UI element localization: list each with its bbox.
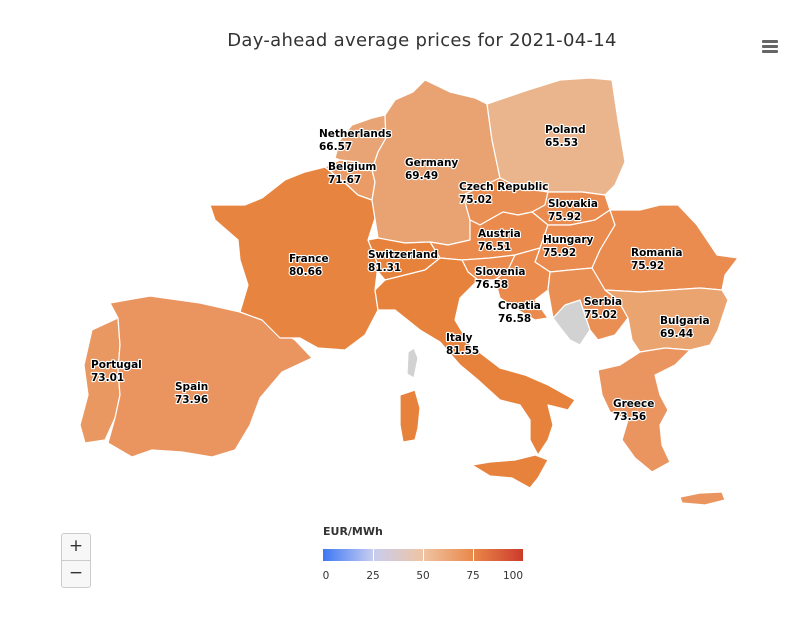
label-belgium-name: Belgium: [328, 161, 376, 173]
label-austria-name: Austria: [478, 228, 521, 240]
label-spain-value: 73.96: [175, 394, 208, 406]
country-greece-crete[interactable]: [679, 491, 726, 506]
label-hungary-value: 75.92: [543, 247, 576, 259]
label-slovenia-value: 76.58: [475, 279, 508, 291]
label-austria-value: 76.51: [478, 241, 511, 253]
country-greece[interactable]: [597, 347, 691, 473]
label-poland-name: Poland: [545, 124, 586, 136]
label-italy-name: Italy: [446, 332, 473, 344]
legend-tick-label: 25: [366, 570, 380, 582]
label-slovakia-name: Slovakia: [548, 198, 598, 210]
legend-tick-mark: [473, 549, 474, 561]
label-france-value: 80.66: [289, 266, 322, 278]
legend-title: EUR/MWh: [323, 525, 383, 538]
label-slovakia-value: 75.92: [548, 211, 581, 223]
country-italy[interactable]: [374, 257, 576, 456]
label-netherlands-value: 66.57: [319, 141, 352, 153]
label-italy-value: 81.55: [446, 345, 479, 357]
country-italy-sardinia[interactable]: [399, 389, 421, 443]
label-greece-name: Greece: [613, 398, 654, 410]
zoom-in-button[interactable]: +: [61, 533, 91, 561]
label-czech-republic-value: 75.02: [459, 194, 492, 206]
label-croatia-name: Croatia: [498, 300, 541, 312]
label-portugal-value: 73.01: [91, 372, 124, 384]
label-bulgaria-value: 69.44: [660, 328, 693, 340]
hamburger-menu-icon[interactable]: [758, 36, 782, 58]
legend-tick-label: 50: [416, 570, 430, 582]
label-romania-name: Romania: [631, 247, 683, 259]
label-portugal-name: Portugal: [91, 359, 142, 371]
label-poland-value: 65.53: [545, 137, 578, 149]
label-bulgaria-name: Bulgaria: [660, 315, 710, 327]
country-other-corsica: [406, 347, 419, 379]
label-slovenia-name: Slovenia: [475, 266, 526, 278]
label-switzerland-value: 81.31: [368, 262, 401, 274]
label-spain-name: Spain: [175, 381, 208, 393]
label-serbia-name: Serbia: [584, 296, 622, 308]
legend-tick-label: 100: [502, 570, 524, 582]
legend-tick-label: 0: [322, 570, 330, 582]
label-germany-name: Germany: [405, 157, 458, 169]
country-serbia[interactable]: [547, 267, 629, 341]
label-czech-republic-name: Czech Republic: [459, 181, 548, 193]
label-hungary-name: Hungary: [543, 234, 594, 246]
legend-tick-mark: [423, 549, 424, 561]
label-netherlands-name: Netherlands: [319, 128, 392, 140]
label-switzerland-name: Switzerland: [368, 249, 438, 261]
map-title: Day-ahead average prices for 2021-04-14: [227, 30, 617, 51]
label-croatia-value: 76.58: [498, 313, 531, 325]
legend-tick-label: 75: [466, 570, 480, 582]
legend-tick-mark: [373, 549, 374, 561]
label-belgium-value: 71.67: [328, 174, 361, 186]
label-serbia-value: 75.02: [584, 309, 617, 321]
label-greece-value: 73.56: [613, 411, 646, 423]
label-romania-value: 75.92: [631, 260, 664, 272]
label-france-name: France: [289, 253, 329, 265]
label-germany-value: 69.49: [405, 170, 438, 182]
zoom-out-button[interactable]: −: [61, 560, 91, 588]
country-italy-sicily[interactable]: [471, 454, 549, 489]
